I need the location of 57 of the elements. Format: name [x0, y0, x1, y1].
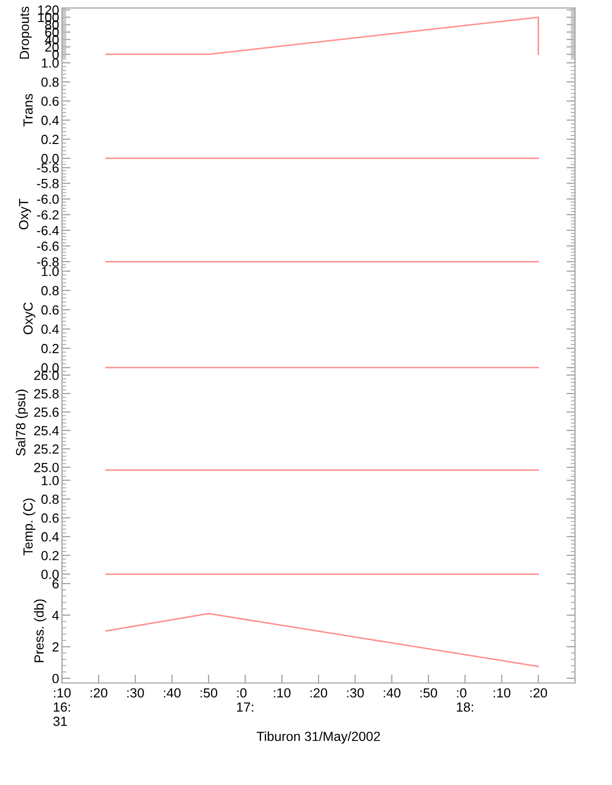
y-tick-label: 0.0 [41, 154, 59, 164]
y-tick-label: 0.2 [41, 134, 59, 144]
y-tick-label: -6.6 [37, 242, 59, 251]
y-tick-label: 0.6 [41, 305, 59, 315]
x-tick-label: :40 [384, 688, 400, 698]
y-tick-label: 0.8 [41, 77, 59, 87]
x-tick-label: :50 [420, 688, 438, 698]
y-tick-label: 0.4 [41, 324, 59, 334]
y-tick-label: -6.0 [37, 194, 59, 204]
y-tick-label: 1.0 [42, 476, 59, 486]
x-axis-title: Tiburon 31/May/2002 [256, 731, 380, 744]
y-axis-title: Dropouts [20, 6, 32, 59]
x-tick-label: :10 [494, 688, 510, 698]
y-tick-label: 25.4 [34, 426, 59, 436]
y-tick-label: 26.0 [34, 370, 59, 380]
y-tick-label: 0 [52, 674, 59, 684]
y-tick-label: -6.4 [37, 226, 59, 236]
y-tick-label: 0.4 [41, 532, 59, 542]
y-tick-label: 1.0 [42, 58, 59, 68]
y-tick-label: 6 [52, 579, 59, 588]
y-tick-label: 25.0 [34, 462, 59, 472]
y-tick-label: 0.0 [41, 363, 59, 373]
y-tick-label: 0.6 [41, 96, 59, 106]
y-axis-title: Temp. (C) [23, 498, 36, 556]
y-axis-title: OxyC [23, 302, 36, 334]
x-tick-label: :20 [90, 688, 108, 698]
y-tick-label: 0.2 [41, 344, 59, 354]
x-tick-label: :10 16: 31 [53, 688, 71, 726]
y-tick-label: 25.8 [34, 389, 59, 398]
x-tick-label: :20 [530, 688, 548, 698]
y-tick-label: 0.6 [41, 513, 59, 523]
y-tick-label: -6.2 [37, 210, 59, 220]
y-tick-label: 0.4 [41, 116, 59, 126]
y-tick-label: 1.0 [42, 266, 59, 276]
y-tick-label: 0.8 [41, 494, 59, 504]
y-tick-label: 25.6 [34, 408, 59, 417]
x-tick-label: :0 17: [237, 688, 254, 712]
x-tick-label: :30 [347, 688, 364, 698]
x-tick-label: :20 [310, 688, 328, 698]
y-tick-label: 0.0 [41, 570, 59, 580]
y-tick-label: -5.8 [37, 178, 59, 188]
x-tick-label: :10 [274, 688, 291, 698]
y-tick-label: 0.2 [41, 550, 59, 560]
y-axis-title: Press. (db) [34, 599, 46, 662]
y-axis-title: OxyT [18, 198, 31, 230]
y-tick-label: 2 [52, 642, 59, 652]
x-tick-label: :30 [127, 688, 144, 698]
y-axis-title: Sal78 (psu) [16, 390, 28, 456]
y-tick-label: 0.8 [41, 286, 59, 296]
x-tick-label: :0 18: [456, 688, 474, 712]
y-tick-label: -5.6 [37, 163, 59, 173]
y-axis-title: Trans [24, 94, 33, 126]
y-tick-label: -6.8 [37, 257, 59, 267]
y-tick-label: 4 [52, 610, 59, 620]
y-tick-label: 25.2 [34, 444, 59, 454]
x-tick-label: :50 [200, 688, 218, 698]
x-tick-label: :40 [164, 688, 181, 698]
